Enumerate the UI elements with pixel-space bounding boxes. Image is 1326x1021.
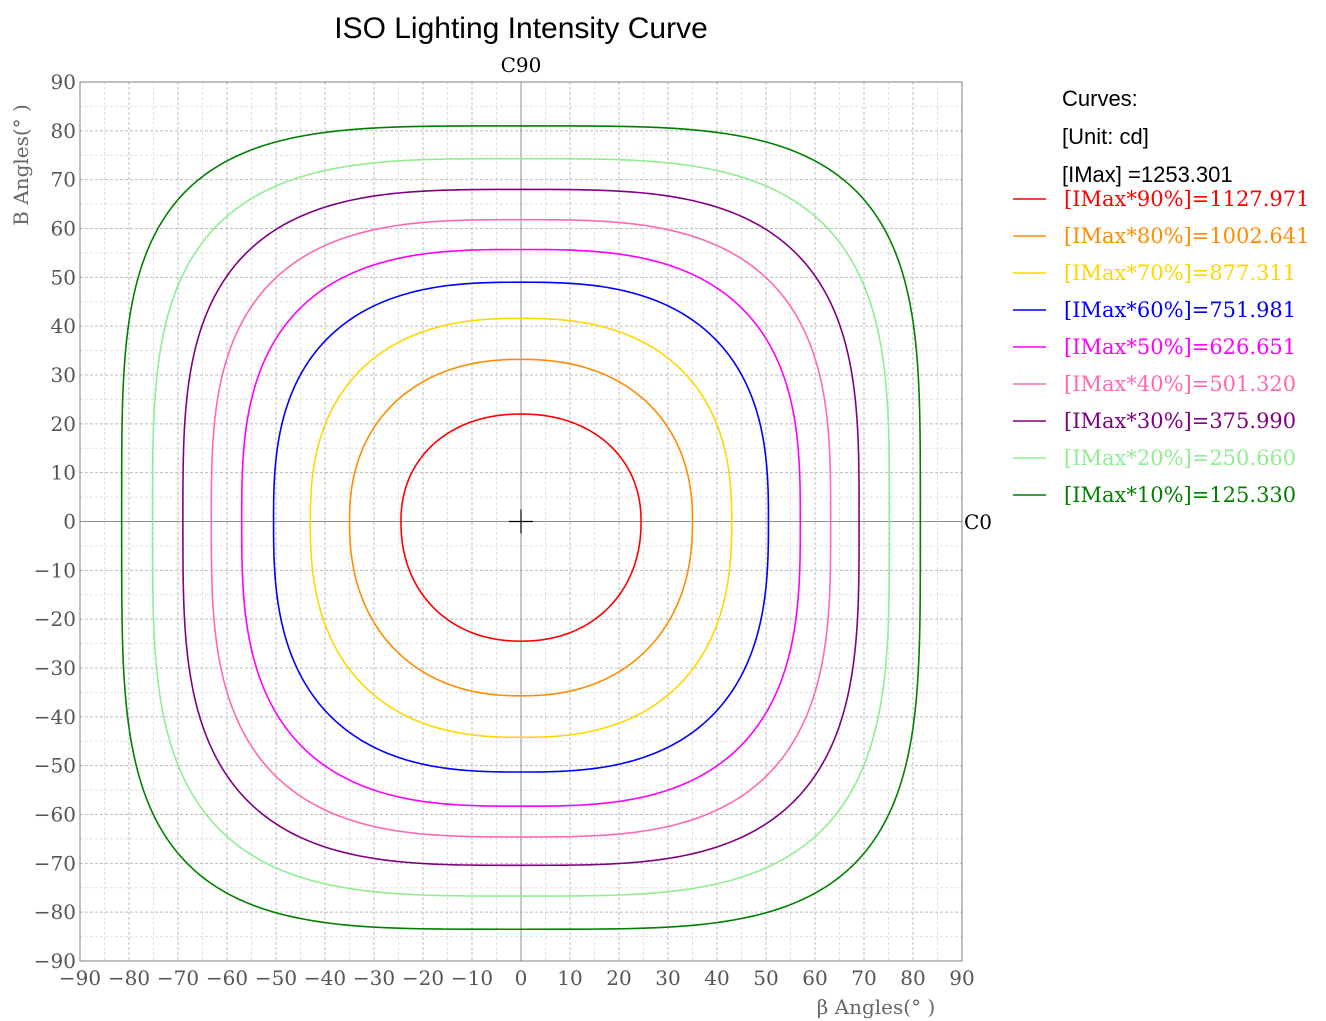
x-axis-label: β Angles(° ) (817, 995, 936, 1019)
x-tick-label: 10 (557, 966, 582, 990)
x-tick-label: 50 (753, 966, 778, 990)
legend-entry: [IMax*10%]=125.330 (1064, 483, 1296, 507)
y-tick-label: 40 (51, 314, 76, 338)
legend-entry: [IMax*70%]=877.311 (1064, 261, 1296, 285)
y-tick-label: 80 (51, 119, 76, 143)
x-tick-label: −40 (304, 966, 346, 990)
center-marker (509, 509, 533, 534)
y-tick-label: −70 (34, 851, 76, 875)
x-tick-label: 60 (802, 966, 827, 990)
iso-curve (272, 281, 770, 773)
y-tick-label: 60 (51, 217, 76, 241)
x-tick-label: −20 (402, 966, 444, 990)
x-tick-label: −30 (353, 966, 395, 990)
y-tick-label: 30 (51, 363, 76, 387)
iso-curve (240, 248, 802, 808)
y-tick-label: −10 (34, 558, 76, 582)
legend-entry: [IMax*60%]=751.981 (1064, 298, 1296, 322)
x-tick-label: −70 (157, 966, 199, 990)
iso-curve (309, 317, 733, 739)
iso-curve (120, 125, 922, 931)
y-tick-label: −20 (34, 607, 76, 631)
y-tick-label: −40 (34, 705, 76, 729)
iso-curve (151, 157, 891, 897)
y-tick-label: 10 (51, 461, 76, 485)
legend-entry: [IMax*30%]=375.990 (1064, 409, 1296, 433)
legend-entry: [IMax*50%]=626.651 (1064, 335, 1296, 359)
direction-label-c90: C90 (501, 53, 542, 77)
y-tick-label: −50 (34, 754, 76, 778)
y-tick-label: −80 (34, 900, 76, 924)
legend: Curves: [Unit: cd] [IMax] =1253.301[IMax*9… (1013, 86, 1310, 507)
y-tick-label: −30 (34, 656, 76, 680)
legend-entry: [IMax*90%]=1127.971 (1064, 187, 1310, 211)
legend-entry: [IMax*20%]=250.660 (1064, 446, 1296, 470)
y-tick-label: 70 (51, 168, 76, 192)
y-tick-label: 0 (63, 510, 76, 534)
x-tick-label: 20 (606, 966, 631, 990)
y-axis-label: B Angles(° ) (9, 104, 33, 226)
legend-entry: [IMax*40%]=501.320 (1064, 372, 1296, 396)
iso-curve (182, 188, 860, 867)
x-tick-label: 80 (900, 966, 925, 990)
iso-curve (400, 413, 642, 642)
iso-curve (348, 358, 694, 697)
y-tick-label: 90 (51, 70, 76, 94)
direction-label-c0: C0 (964, 510, 992, 534)
x-tick-label: 70 (851, 966, 876, 990)
iso-curve (210, 218, 832, 838)
x-tick-label: −60 (206, 966, 248, 990)
legend-entry: [IMax*80%]=1002.641 (1064, 224, 1310, 248)
chart-title: ISO Lighting Intensity Curve (334, 12, 708, 45)
y-tick-label: 20 (51, 412, 76, 436)
x-tick-label: −80 (108, 966, 150, 990)
x-tick-label: −90 (59, 966, 101, 990)
y-tick-label: −60 (34, 803, 76, 827)
y-tick-label: −90 (34, 949, 76, 973)
x-tick-label: 40 (704, 966, 729, 990)
x-tick-label: 90 (949, 966, 974, 990)
legend-header: [Unit: cd] (1062, 124, 1149, 149)
legend-header: Curves: (1062, 86, 1138, 111)
tick-labels: −90 −80 −70 −60 −50 −40 −30 −20 −10 0 10 20 30 40 50 60… (34, 70, 975, 990)
x-tick-label: −10 (451, 966, 493, 990)
x-tick-label: 0 (515, 966, 528, 990)
iso-curves (120, 125, 922, 931)
y-tick-label: 50 (51, 265, 76, 289)
x-tick-label: −50 (255, 966, 297, 990)
plot-frame (79, 81, 963, 962)
x-tick-label: 30 (655, 966, 680, 990)
legend-header: [IMax] =1253.301 (1062, 162, 1233, 187)
